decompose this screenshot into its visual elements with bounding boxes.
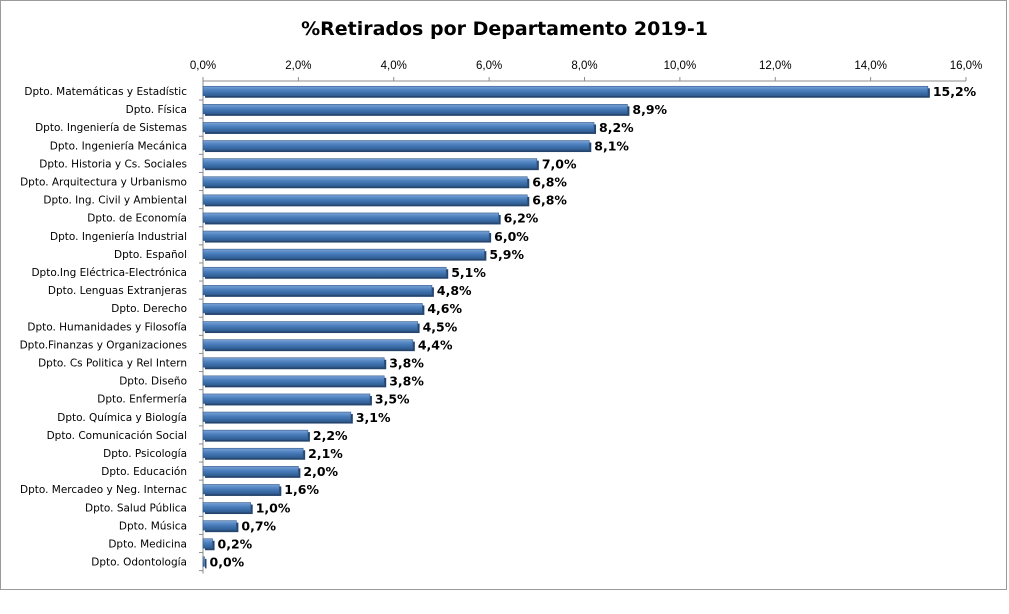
data-label: 8,2%	[599, 120, 634, 135]
bar	[202, 411, 352, 422]
bar	[202, 447, 304, 459]
bar	[202, 538, 213, 549]
bar	[202, 466, 299, 477]
x-tick-label: 14,0%	[854, 60, 887, 72]
data-label: 2,2%	[313, 428, 348, 443]
category-label: Dpto. Medicina	[108, 539, 187, 551]
category-label: Dpto. Salud Pública	[85, 502, 187, 514]
x-tick-label: 12,0%	[759, 60, 792, 72]
data-label: 3,5%	[375, 392, 410, 407]
category-label: Dpto. Lenguas Extranjeras	[48, 285, 187, 297]
category-label: Dpto. Enfermería	[97, 394, 187, 406]
bar	[202, 266, 447, 278]
bar	[202, 194, 528, 205]
category-label: Dpto. Física	[126, 104, 187, 116]
category-label: Dpto. Comunicación Social	[47, 430, 187, 442]
data-label: 6,2%	[504, 211, 539, 226]
bar	[202, 85, 929, 97]
bar	[202, 140, 590, 151]
x-axis: 0,0% 2,0% 4,0% 6,0% 8,0% 10,0% 12,0% 14,0% 16,0%	[190, 60, 982, 574]
category-label: Dpto. de Economía	[87, 213, 187, 225]
data-label: 4,4%	[418, 337, 453, 352]
category-label: Dpto. Educación	[101, 466, 187, 478]
data-label: 0,0%	[210, 555, 245, 570]
bar	[202, 248, 485, 259]
data-label: 6,8%	[532, 175, 567, 190]
x-tick-label: 0,0%	[190, 60, 216, 72]
x-tick-label: 16,0%	[950, 60, 983, 72]
category-label: Dpto. Matemáticas y Estadístic	[24, 86, 187, 98]
bar	[202, 303, 423, 314]
bar	[202, 339, 414, 350]
bar	[202, 357, 385, 368]
chart-title: %Retirados por Departamento 2019-1	[301, 18, 708, 40]
category-label: Dpto. Arquitectura y Urbanismo	[20, 177, 187, 189]
bar	[202, 502, 251, 513]
bar	[202, 104, 628, 115]
category-label: Dpto. Español	[114, 249, 187, 261]
data-label: 7,0%	[542, 156, 577, 171]
category-label: Dpto. Historia y Cs. Sociales	[39, 158, 187, 170]
data-label: 8,9%	[632, 102, 667, 117]
category-label: Dpto. Ingeniería Mecánica	[50, 140, 187, 152]
data-label: 2,1%	[308, 446, 343, 461]
bar	[202, 176, 528, 187]
category-label: Dpto. Cs Politica y Rel Intern	[38, 358, 187, 370]
category-label: Dpto. Música	[119, 520, 187, 532]
category-label: Dpto. Psicología	[103, 448, 187, 460]
data-label: 2,0%	[303, 464, 338, 479]
bars	[202, 85, 930, 569]
x-tick-label: 8,0%	[571, 60, 597, 72]
category-label: Dpto.Finanzas y Organizaciones	[20, 339, 187, 351]
data-label: 5,9%	[489, 247, 524, 262]
data-label: 3,1%	[356, 410, 391, 425]
x-tick-label: 2,0%	[285, 60, 311, 72]
bar	[202, 158, 538, 169]
category-label: Dpto. Mercadeo y Neg. Internac	[20, 484, 187, 496]
bar	[202, 520, 237, 531]
category-label: Dpto. Humanidades y Filosofía	[27, 321, 187, 333]
data-label: 0,7%	[241, 518, 276, 533]
data-label: 15,2%	[933, 84, 977, 99]
data-label: 6,8%	[532, 193, 567, 208]
bar-shadow	[205, 558, 207, 569]
bar	[202, 484, 280, 495]
data-label: 8,1%	[594, 138, 629, 153]
data-label: 4,6%	[427, 301, 462, 316]
x-tick-label: 6,0%	[476, 60, 502, 72]
category-label: Dpto. Derecho	[111, 303, 187, 315]
category-label: Dpto. Ingeniería de Sistemas	[35, 122, 187, 134]
bar	[202, 230, 490, 241]
bar	[202, 393, 371, 404]
data-label: 3,8%	[389, 374, 424, 389]
data-label: 5,1%	[451, 265, 486, 280]
bar	[202, 321, 418, 332]
data-label: 0,2%	[218, 537, 253, 552]
category-label: Dpto. Ingeniería Industrial	[50, 231, 187, 243]
category-label: Dpto.Ing Eléctrica-Electrónica	[31, 267, 187, 279]
bar	[202, 285, 433, 296]
bar	[202, 556, 205, 567]
category-label: Dpto. Química y Biología	[57, 412, 187, 424]
bar	[202, 122, 595, 133]
category-label: Dpto. Odontología	[91, 557, 187, 569]
data-label: 1,6%	[284, 482, 319, 497]
x-tick-label: 4,0%	[381, 60, 407, 72]
x-tick-label: 10,0%	[664, 60, 697, 72]
chart-frame	[0, 0, 1007, 590]
bar	[202, 212, 499, 223]
labels: Dpto. Matemáticas y Estadístic 15,2% Dpto.…	[20, 84, 977, 570]
data-label: 6,0%	[494, 229, 529, 244]
bar	[202, 429, 309, 440]
bar	[202, 375, 385, 386]
category-label: Dpto. Diseño	[119, 376, 187, 388]
data-label: 4,5%	[423, 319, 458, 334]
data-label: 3,8%	[389, 356, 424, 371]
category-label: Dpto. Ing. Civil y Ambiental	[43, 195, 187, 207]
data-label: 1,0%	[256, 500, 291, 515]
data-label: 4,8%	[437, 283, 472, 298]
